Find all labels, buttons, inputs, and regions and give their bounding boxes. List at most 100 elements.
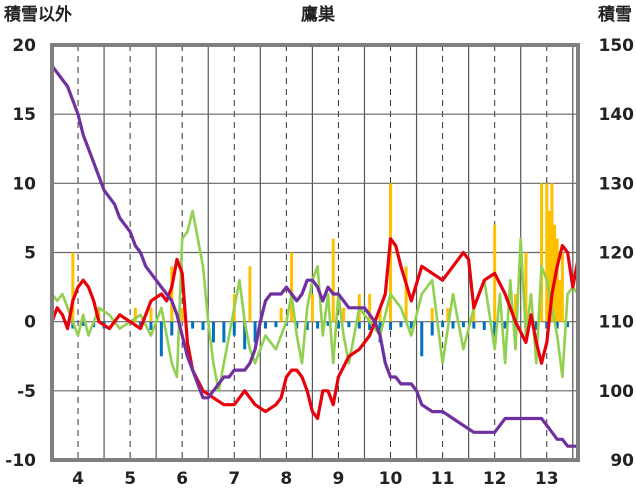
temperature_anomaly-bar xyxy=(159,321,163,357)
temperature_anomaly-bar xyxy=(482,321,486,330)
precipitation-bar xyxy=(149,307,153,322)
y-left-ticks: 20 15 10 5 0 -5 -10 xyxy=(5,36,36,471)
temperature_anomaly-bar xyxy=(555,321,559,329)
temperature_anomaly-bar xyxy=(149,321,153,330)
precipitation-bar xyxy=(540,183,544,322)
precipitation-bar xyxy=(331,238,335,322)
temperature_anomaly-bar xyxy=(170,321,174,336)
snow_depth-line xyxy=(50,64,578,448)
y-left-tick-label: 15 xyxy=(12,105,36,125)
precipitation-bar xyxy=(133,307,137,322)
precipitation-bar xyxy=(310,294,314,322)
precipitation-bar xyxy=(472,307,476,322)
precipitation-bar xyxy=(404,266,408,322)
temperature_anomaly-bar xyxy=(316,321,320,329)
temperature_anomaly-bar xyxy=(399,321,403,328)
grid xyxy=(52,45,578,460)
precipitation-bar xyxy=(545,183,549,322)
precipitation-bar xyxy=(342,307,346,322)
precipitation-bar xyxy=(550,183,554,322)
y-right-tick-label: 130 xyxy=(599,174,635,194)
temperature_anomaly-bar xyxy=(347,321,351,328)
temperature_anomaly-bar xyxy=(461,321,465,328)
temperature_anomaly-bar xyxy=(274,321,278,328)
precipitation-bar xyxy=(279,307,283,322)
precipitation-bar xyxy=(368,294,372,322)
temperature_anomaly-bar xyxy=(545,321,549,329)
precipitation-bar xyxy=(378,307,382,322)
y-left-tick-label: 10 xyxy=(12,174,36,194)
x-tick-label: 10 xyxy=(379,469,403,489)
temperature_anomaly-bar xyxy=(368,321,372,330)
y-left-tick-label: -10 xyxy=(5,451,36,471)
temperature_anomaly-bar xyxy=(222,321,226,343)
temperature_anomaly-bar xyxy=(566,321,570,328)
temperature_anomaly-bar xyxy=(201,321,205,330)
temperature_anomaly-bar xyxy=(420,321,424,357)
temperature_anomaly-bar xyxy=(139,321,143,326)
precipitation-bar xyxy=(560,252,564,322)
temperature_anomaly-bar xyxy=(81,321,85,326)
x-tick-label: 12 xyxy=(483,469,507,489)
x-tick-label: 4 xyxy=(72,469,84,489)
y-left-tick-label: 0 xyxy=(24,313,36,333)
x-ticks: 4 5 6 7 8 9 10 11 12 13 xyxy=(72,469,558,489)
x-tick-label: 8 xyxy=(280,469,292,489)
x-tick-label: 9 xyxy=(333,469,345,489)
x-tick-label: 6 xyxy=(176,469,188,489)
x-tick-label: 5 xyxy=(124,469,136,489)
temperature_anomaly-bar xyxy=(243,321,247,350)
precipitation-bar xyxy=(170,266,174,322)
temperature_anomaly-bar xyxy=(253,321,257,343)
plot-frame xyxy=(50,43,580,462)
y-left-tick-label: -5 xyxy=(17,382,36,402)
y-left-tick-label: 20 xyxy=(12,36,36,56)
temperature_anomaly-bar xyxy=(326,321,330,326)
precipitation-bar xyxy=(446,307,450,322)
precipitation-bar xyxy=(180,307,184,322)
temperature_anomaly-bar xyxy=(357,321,361,329)
y-right-tick-label: 150 xyxy=(599,36,635,56)
temperature_anomaly-bar xyxy=(441,321,445,328)
precipitation-bar xyxy=(97,307,101,322)
temperature_anomaly-bar xyxy=(305,321,309,330)
y-right-label: 積雪 xyxy=(598,4,632,25)
line-layer xyxy=(50,64,580,448)
chart-title: 鷹巣 xyxy=(301,4,336,25)
temperature_anomaly-bar xyxy=(430,321,434,336)
precipitation-bar xyxy=(547,211,551,322)
temperature_anomaly-bar xyxy=(191,321,195,329)
y-left-label: 積雪以外 xyxy=(4,4,72,25)
y-right-tick-label: 120 xyxy=(599,244,635,264)
temperature_anomaly-bar xyxy=(389,321,393,330)
precipitation-bar xyxy=(555,238,559,322)
temperature_anomaly-bar xyxy=(336,321,340,329)
y-right-ticks: 150 140 130 120 110 100 90 xyxy=(599,36,635,471)
x-tick-label: 11 xyxy=(431,469,455,489)
temperature_anomaly-bar xyxy=(409,321,413,329)
temperature_anomaly-bar xyxy=(232,321,236,336)
precipitation-bar xyxy=(430,307,434,322)
y-right-tick-label: 90 xyxy=(610,451,634,471)
temperature_anomaly-bar xyxy=(503,321,507,329)
precipitation-bar xyxy=(558,280,562,322)
y-left-tick-label: 5 xyxy=(24,244,36,264)
temperature_anomaly-bar xyxy=(451,321,455,329)
precipitation-bar xyxy=(514,294,518,322)
y-right-tick-label: 140 xyxy=(599,105,635,125)
precipitation-bar xyxy=(290,252,294,322)
temperature_anomaly-bar xyxy=(211,321,215,343)
temperature_anomaly-bar xyxy=(534,321,538,330)
precipitation-bar xyxy=(524,252,528,322)
precipitation-bar xyxy=(248,266,252,322)
temperature_max-line xyxy=(50,237,580,421)
temperature_min-line xyxy=(50,209,580,393)
temperature_anomaly-bar xyxy=(264,321,268,329)
temperature_anomaly-bar xyxy=(472,321,476,329)
x-tick-label: 7 xyxy=(228,469,240,489)
bar-layer xyxy=(71,183,570,357)
temperature_anomaly-bar xyxy=(493,321,497,336)
y-right-tick-label: 110 xyxy=(599,313,635,333)
y-right-tick-label: 100 xyxy=(599,382,635,402)
